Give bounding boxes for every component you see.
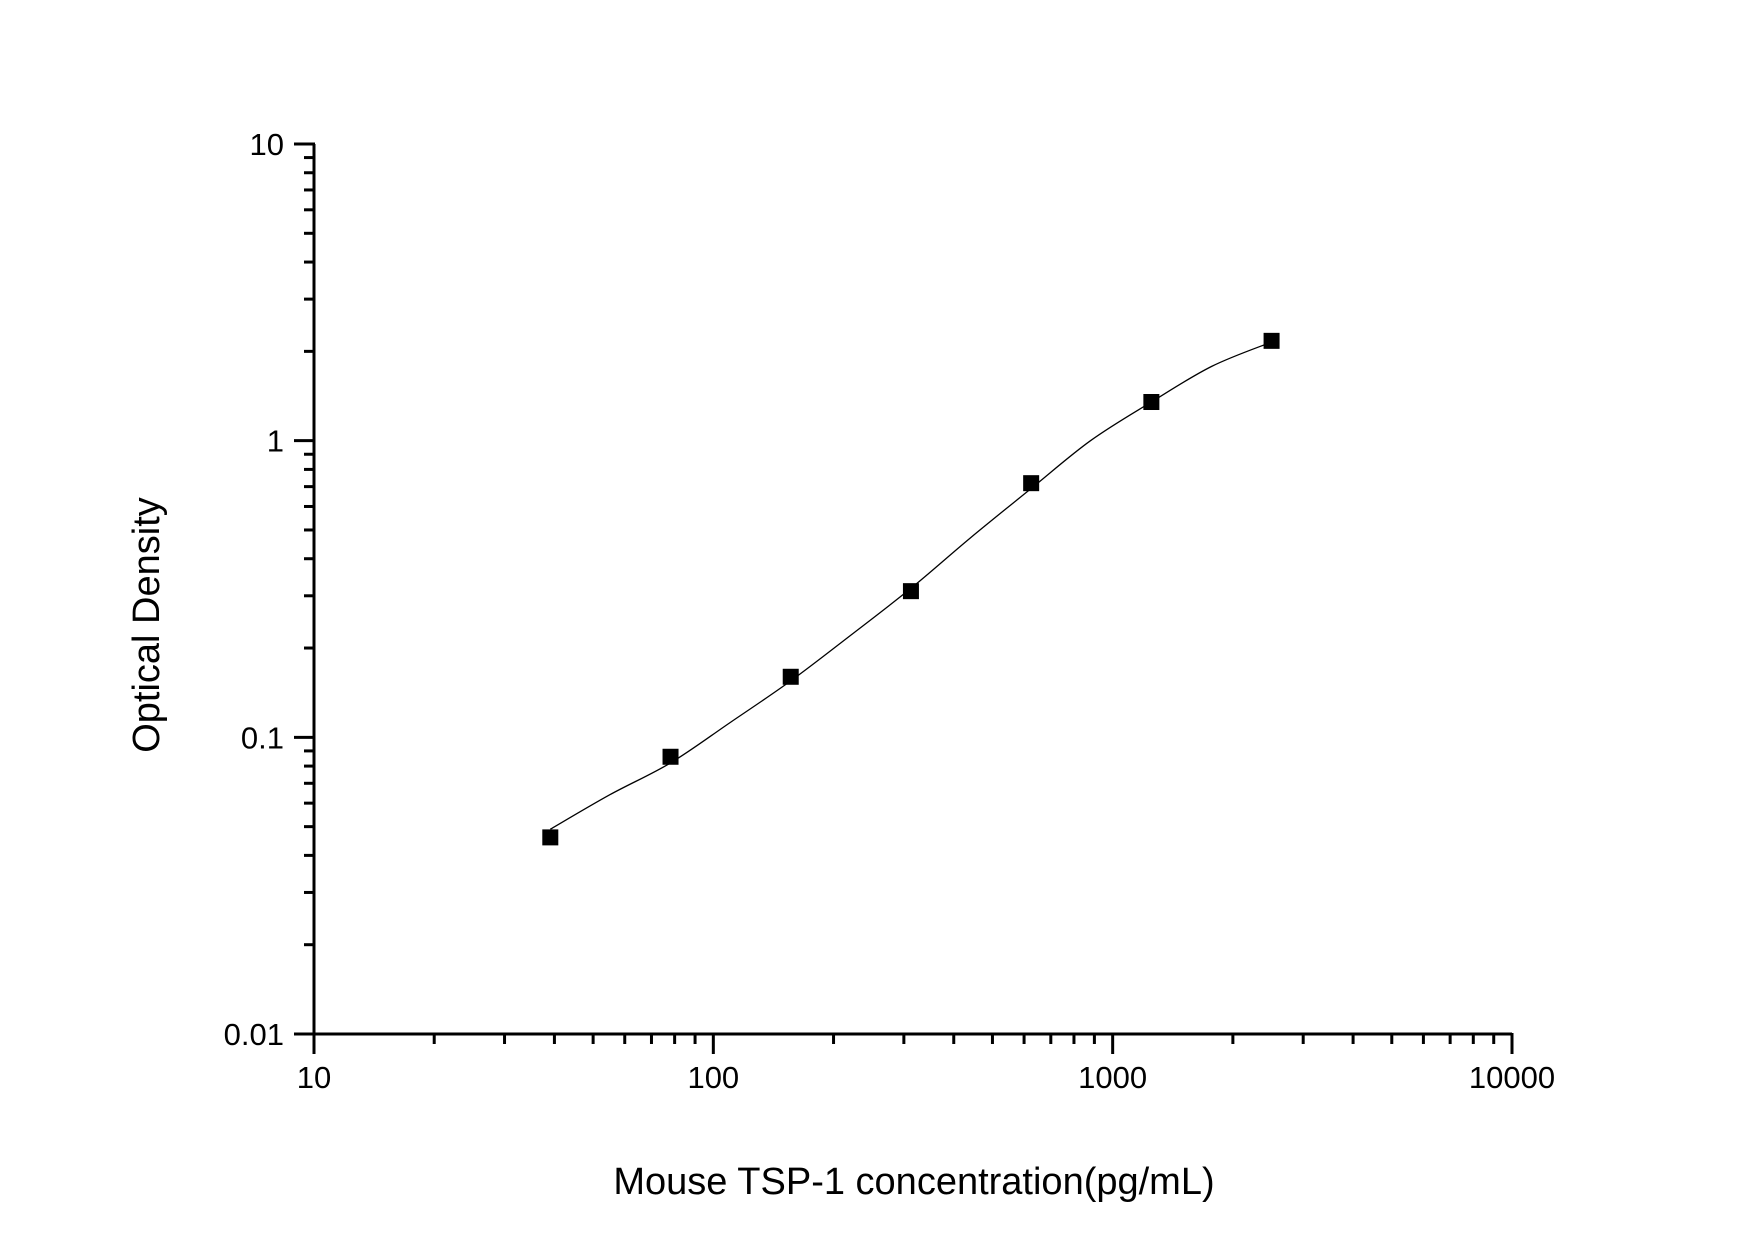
x-tick-label: 10 <box>297 1060 331 1095</box>
x-tick-label: 1000 <box>1078 1060 1147 1095</box>
x-axis-title: Mouse TSP-1 concentration(pg/mL) <box>613 1161 1214 1203</box>
data-point-square <box>1143 394 1160 411</box>
data-point-square <box>902 583 919 600</box>
data-point-square <box>662 748 679 765</box>
x-tick-label: 10000 <box>1469 1060 1555 1095</box>
data-point-square <box>782 668 799 685</box>
y-tick-label: 0.1 <box>241 720 284 755</box>
data-point-square <box>1263 332 1280 349</box>
y-tick-label: 0.01 <box>224 1017 284 1052</box>
y-axis-title: Optical Density <box>126 497 168 753</box>
x-tick-label: 100 <box>687 1060 739 1095</box>
axes: 10 100 1000 10000 0.01 0.1 1 10 <box>224 127 1555 1095</box>
data-point-square <box>1023 475 1040 492</box>
y-tick-label: 10 <box>250 127 284 162</box>
data-point-square <box>542 829 559 846</box>
data-markers <box>542 332 1280 846</box>
y-tick-label: 1 <box>267 424 284 459</box>
